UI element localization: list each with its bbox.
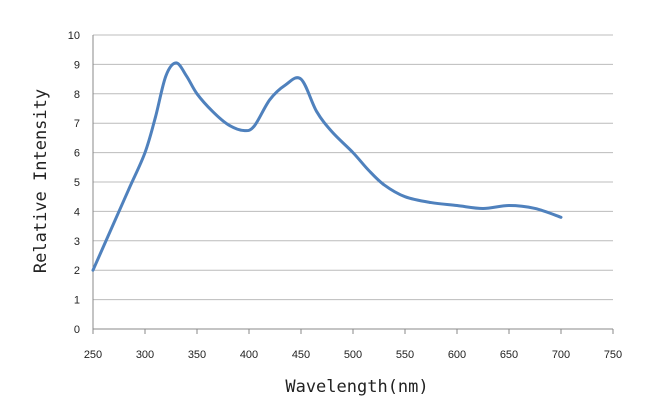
y-tick-label-0: 0 — [74, 324, 80, 336]
y-tick-label-5: 5 — [74, 177, 80, 189]
x-tick-label-600: 600 — [448, 349, 466, 361]
x-tick-label-450: 450 — [292, 349, 310, 361]
x-tick-labels: 250 300 350 400 450 500 550 600 650 700 750 — [84, 349, 622, 361]
y-tick-label-3: 3 — [74, 236, 80, 248]
y-tick-label-1: 1 — [74, 295, 80, 307]
x-tick-label-650: 650 — [500, 349, 518, 361]
y-tick-label-8: 8 — [74, 89, 80, 101]
y-tick-labels: 0 1 2 3 4 5 6 7 8 9 10 — [68, 30, 80, 336]
x-tick-label-400: 400 — [240, 349, 258, 361]
x-tick-label-700: 700 — [552, 349, 570, 361]
x-axis-label: Wavelength(nm) — [285, 377, 428, 397]
x-tick-label-750: 750 — [604, 349, 622, 361]
y-tick-label-7: 7 — [74, 118, 80, 130]
x-tick-label-350: 350 — [188, 349, 206, 361]
x-tick-label-550: 550 — [396, 349, 414, 361]
series-layer — [91, 61, 563, 272]
y-axis-label: Relative Intensity — [31, 89, 51, 273]
x-tick-label-300: 300 — [136, 349, 154, 361]
x-tick-label-250: 250 — [84, 349, 102, 361]
series-line-0 — [91, 61, 563, 272]
grid-lines — [92, 34, 614, 334]
x-tick-label-500: 500 — [344, 349, 362, 361]
y-tick-label-9: 9 — [74, 59, 80, 71]
y-tick-label-2: 2 — [74, 265, 80, 277]
y-tick-label-6: 6 — [74, 148, 80, 160]
y-tick-label-4: 4 — [74, 206, 80, 218]
y-tick-label-10: 10 — [68, 30, 80, 42]
